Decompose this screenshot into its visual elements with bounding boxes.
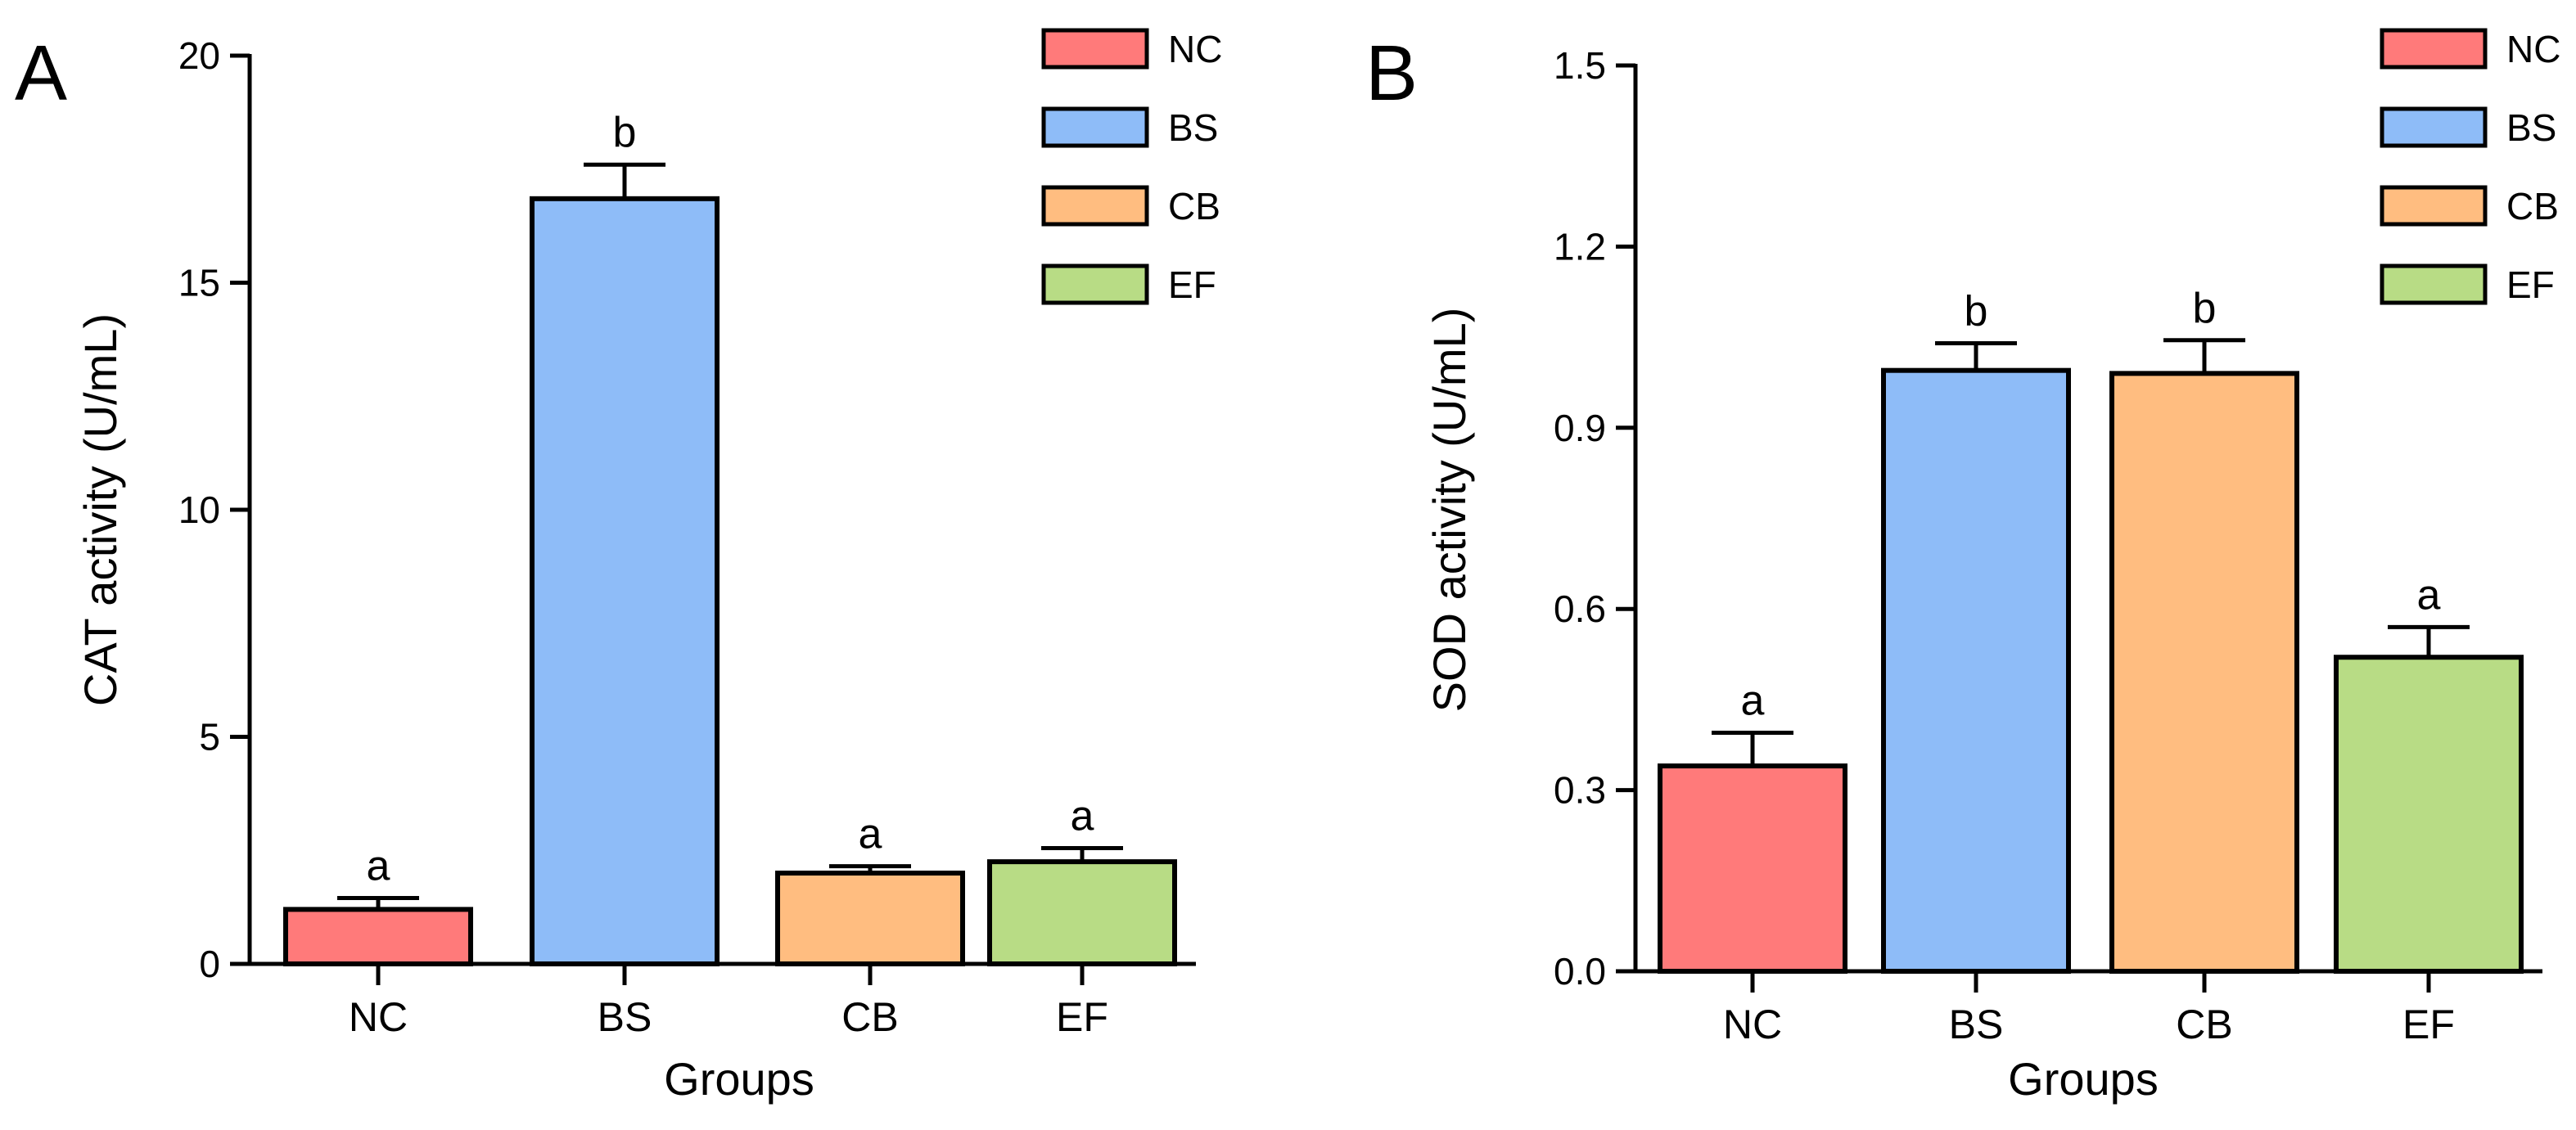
legend-swatch-nc (1041, 28, 1149, 70)
legend-label: BS (2506, 106, 2556, 149)
legend-swatch-cb (2380, 185, 2488, 227)
x-tick-label: CB (841, 994, 898, 1040)
x-tick-label: EF (1056, 994, 1108, 1040)
y-axis-title-a: CAT activity (U/mL) (74, 313, 126, 706)
bar-bs (1881, 367, 2071, 974)
legend-label: BS (1168, 106, 1218, 149)
y-axis-b: 0.0 0.3 0.6 0.9 1.2 1.5 (1554, 44, 1638, 993)
bar-ef (987, 859, 1177, 966)
bars-a: a NC b BS a CB a EF (248, 109, 1196, 1040)
legend-swatch-bs (2380, 106, 2488, 148)
y-tick-label: 15 (178, 262, 220, 304)
legend-label: CB (2506, 185, 2559, 227)
chart-panel-a: A CAT activity (U/mL) Groups 0 5 10 15 20 a N… (15, 28, 1222, 1105)
significance-label: b (1965, 287, 1988, 335)
legend-label: EF (2506, 263, 2555, 306)
x-axis-title-b: Groups (2008, 1053, 2159, 1105)
y-tick-label: 1.2 (1554, 225, 1606, 268)
legend-swatch-ef (1041, 263, 1149, 305)
bar-cb (2109, 371, 2299, 974)
bar-cb (775, 871, 965, 966)
y-axis-a: 0 5 10 15 20 (178, 34, 252, 985)
x-tick-label: BS (598, 994, 652, 1040)
legend-swatch-cb (1041, 185, 1149, 227)
legend-swatch-bs (1041, 106, 1149, 148)
y-tick-label: 0.3 (1554, 769, 1606, 812)
bar-ef (2334, 655, 2524, 974)
panel-letter-a: A (15, 29, 67, 117)
bar-bs (530, 196, 720, 966)
legend-b: NC BS CB EF (2380, 28, 2560, 306)
significance-label: a (859, 811, 882, 858)
panel-letter-b: B (1365, 29, 1418, 117)
significance-label: a (1071, 792, 1094, 840)
legend-label: CB (1168, 185, 1220, 227)
bar-nc (283, 907, 473, 967)
legend-swatch-nc (2380, 28, 2488, 70)
y-tick-label: 10 (178, 488, 220, 531)
y-tick-label: 0.6 (1554, 588, 1606, 630)
significance-label: a (367, 843, 390, 890)
legend-label: NC (2506, 28, 2560, 70)
legend-a: NC BS CB EF (1041, 28, 1222, 306)
y-tick-label: 5 (199, 716, 220, 759)
y-tick-label: 0.0 (1554, 950, 1606, 993)
significance-label: b (613, 109, 637, 156)
chart-panel-b: B SOD activity (U/mL) Groups 0.00.30.60.… (1365, 28, 2560, 1105)
legend-label: NC (1168, 28, 1222, 70)
bar-nc (1658, 763, 1847, 975)
x-tick-label: EF (2402, 1002, 2455, 1047)
significance-label: a (1741, 677, 1765, 724)
y-tick-label: 1.5 (1554, 44, 1606, 87)
x-tick-label: NC (349, 994, 408, 1040)
significance-label: b (2193, 285, 2217, 332)
significance-label: a (2417, 571, 2441, 619)
y-tick-label: 0.9 (1554, 407, 1606, 449)
y-tick-label: 0 (199, 943, 220, 985)
y-axis-title-b: SOD activity (U/mL) (1423, 308, 1475, 713)
y-tick-label: 20 (178, 34, 220, 77)
x-axis-title-a: Groups (664, 1053, 814, 1105)
legend-swatch-ef (2380, 263, 2488, 305)
bars-b: a NC b BS b CB a EF (1634, 285, 2542, 1047)
x-tick-label: NC (1723, 1002, 1782, 1047)
x-tick-label: CB (2176, 1002, 2232, 1047)
x-tick-label: BS (1949, 1002, 2004, 1047)
legend-label: EF (1168, 263, 1216, 306)
